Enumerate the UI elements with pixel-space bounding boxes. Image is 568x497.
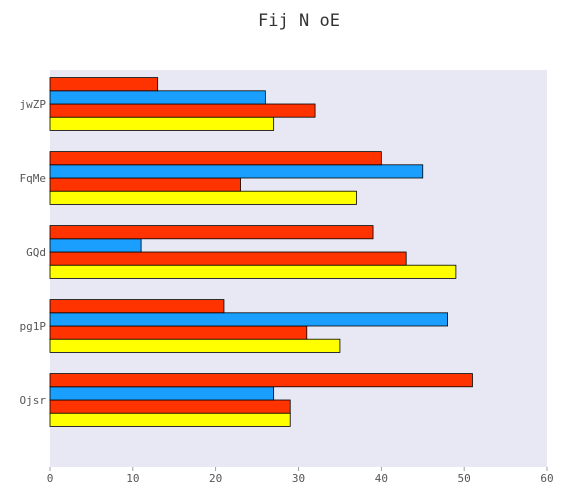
bar-Ojsr-series-1 bbox=[49, 399, 291, 414]
bar-Ojsr-series-2 bbox=[49, 386, 275, 401]
y-tick-label: FqMe bbox=[20, 172, 47, 185]
x-tick-labels: 0 10 20 30 40 50 60 bbox=[47, 467, 554, 485]
bar-GQd-series-0 bbox=[49, 264, 457, 279]
x-tick-label: 0 bbox=[47, 472, 54, 485]
bars-layer bbox=[49, 77, 473, 427]
bar-GQd-series-2 bbox=[49, 238, 142, 253]
y-tick-label: pg1P bbox=[20, 320, 47, 333]
bar-pg1P-series-0 bbox=[49, 338, 341, 353]
bar-FqMe-series-0 bbox=[49, 190, 357, 205]
bar-FqMe-series-2 bbox=[49, 164, 424, 179]
x-tick-label: 50 bbox=[458, 472, 471, 485]
y-tick-label: GQd bbox=[26, 246, 46, 259]
x-tick-label: 20 bbox=[209, 472, 222, 485]
chart-title: Fij N oE bbox=[258, 11, 340, 31]
x-tick-label: 40 bbox=[375, 472, 388, 485]
x-tick-label: 10 bbox=[126, 472, 139, 485]
y-tick-label: Ojsr bbox=[20, 394, 47, 407]
bar-Ojsr-series-3 bbox=[49, 373, 473, 388]
x-tick-label: 60 bbox=[540, 472, 553, 485]
bar-FqMe-series-1 bbox=[49, 177, 241, 192]
bar-jwZP-series-1 bbox=[49, 103, 316, 118]
bar-pg1P-series-2 bbox=[49, 312, 449, 327]
x-tick-label: 30 bbox=[292, 472, 305, 485]
bar-jwZP-series-3 bbox=[49, 77, 159, 92]
bar-GQd-series-3 bbox=[49, 225, 374, 240]
y-tick-labels: Ojsr pg1P GQd FqMe jwZP bbox=[20, 98, 47, 407]
bar-FqMe-series-3 bbox=[49, 151, 382, 166]
bar-jwZP-series-2 bbox=[49, 90, 266, 105]
bar-pg1P-series-3 bbox=[49, 299, 225, 314]
bar-pg1P-series-1 bbox=[49, 325, 308, 340]
bar-Ojsr-series-0 bbox=[49, 412, 291, 427]
bar-GQd-series-1 bbox=[49, 251, 407, 266]
bar-jwZP-series-0 bbox=[49, 116, 275, 131]
y-tick-label: jwZP bbox=[20, 98, 47, 111]
